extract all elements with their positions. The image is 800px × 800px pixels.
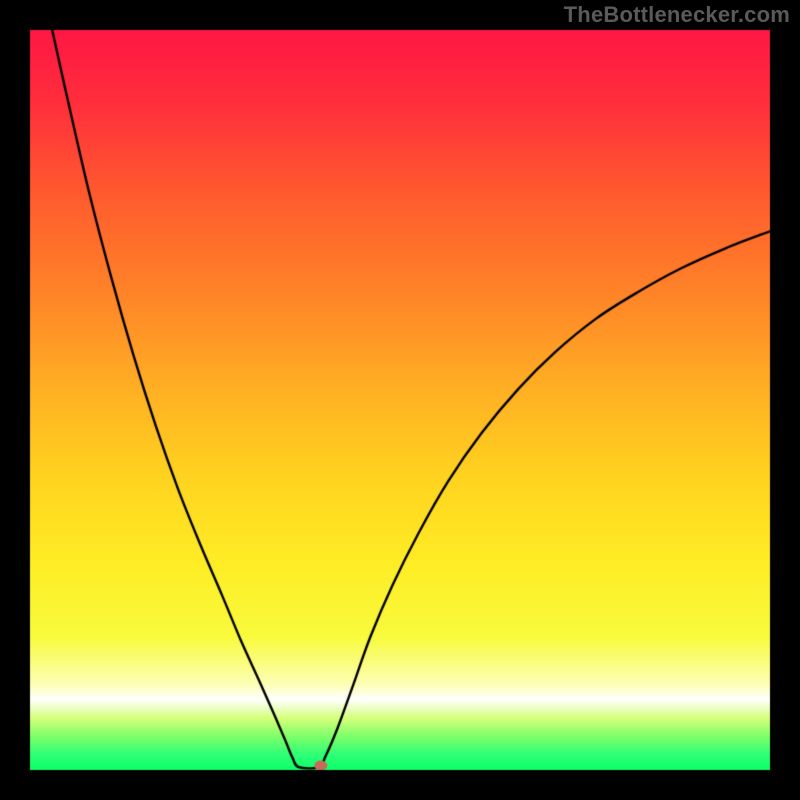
watermark-label: TheBottlenecker.com bbox=[564, 2, 790, 28]
chart-stage: TheBottlenecker.com bbox=[0, 0, 800, 800]
chart-canvas bbox=[0, 0, 800, 800]
